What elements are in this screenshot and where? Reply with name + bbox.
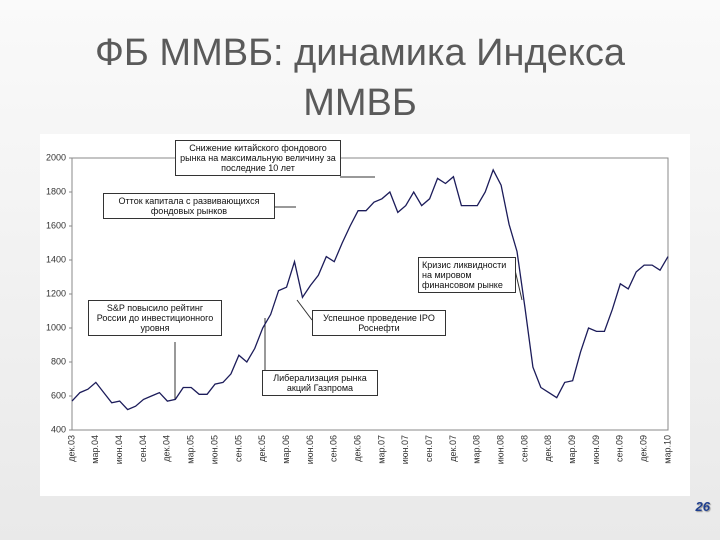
x-tick-label: сен.08 [519,435,529,462]
x-tick-label: июн.07 [400,435,410,464]
x-tick-label: сен.09 [615,435,625,462]
leader [514,269,523,301]
x-tick-label: июн.09 [591,435,601,464]
title: ФБ ММВБ: динамика Индекса ММВБ [95,32,625,124]
y-tick-label: 2000 [46,152,66,162]
x-tick-label: сен.06 [329,435,339,462]
y-tick-label: 1600 [46,220,66,230]
x-tick-label: дек.06 [352,435,362,462]
annotation: Либерализация рынка акций Газпрома [262,370,378,396]
x-tick-label: июн.04 [114,435,124,464]
y-tick-label: 1000 [46,322,66,332]
x-tick-label: дек.07 [448,435,458,462]
y-tick-label: 600 [51,390,66,400]
y-tick-label: 1800 [46,186,66,196]
y-tick-label: 1200 [46,288,66,298]
x-tick-label: мар.10 [662,435,672,464]
x-tick-label: мар.07 [376,435,386,464]
x-tick-label: дек.04 [162,435,172,462]
x-tick-label: сен.05 [233,435,243,462]
leader [296,299,313,321]
annotation: Отток капитала с развивающихся фондовых … [103,193,275,219]
y-tick-label: 800 [51,356,66,366]
annotation: Успешное проведение IPO Роснефти [312,310,446,336]
x-tick-label: июн.05 [209,435,219,464]
x-tick-label: мар.08 [472,435,482,464]
y-tick-label: 400 [51,424,66,434]
annotation: S&P повысило рейтинг России до инвестици… [88,300,222,336]
y-tick-label: 1400 [46,254,66,264]
leader-lines [174,176,523,400]
x-tick-label: сен.04 [138,435,148,462]
x-tick-label: мар.09 [567,435,577,464]
x-tick-label: сен.07 [424,435,434,462]
x-tick-label: дек.08 [543,435,553,462]
x-tick-label: мар.04 [90,435,100,464]
x-tick-label: дек.03 [66,435,76,462]
index-line [71,168,669,411]
x-tick-label: мар.06 [281,435,291,464]
annotation: Снижение китайского фондового рынка на м… [175,140,341,176]
x-tick-label: дек.09 [639,435,649,462]
annotation: Кризис ликвидности на мировом финансовом… [418,257,516,293]
x-tick-label: июн.08 [495,435,505,464]
x-tick-label: мар.05 [186,435,196,464]
x-tick-label: июн.06 [305,435,315,464]
x-tick-label: дек.05 [257,435,267,462]
page-number: 26 [695,499,710,514]
